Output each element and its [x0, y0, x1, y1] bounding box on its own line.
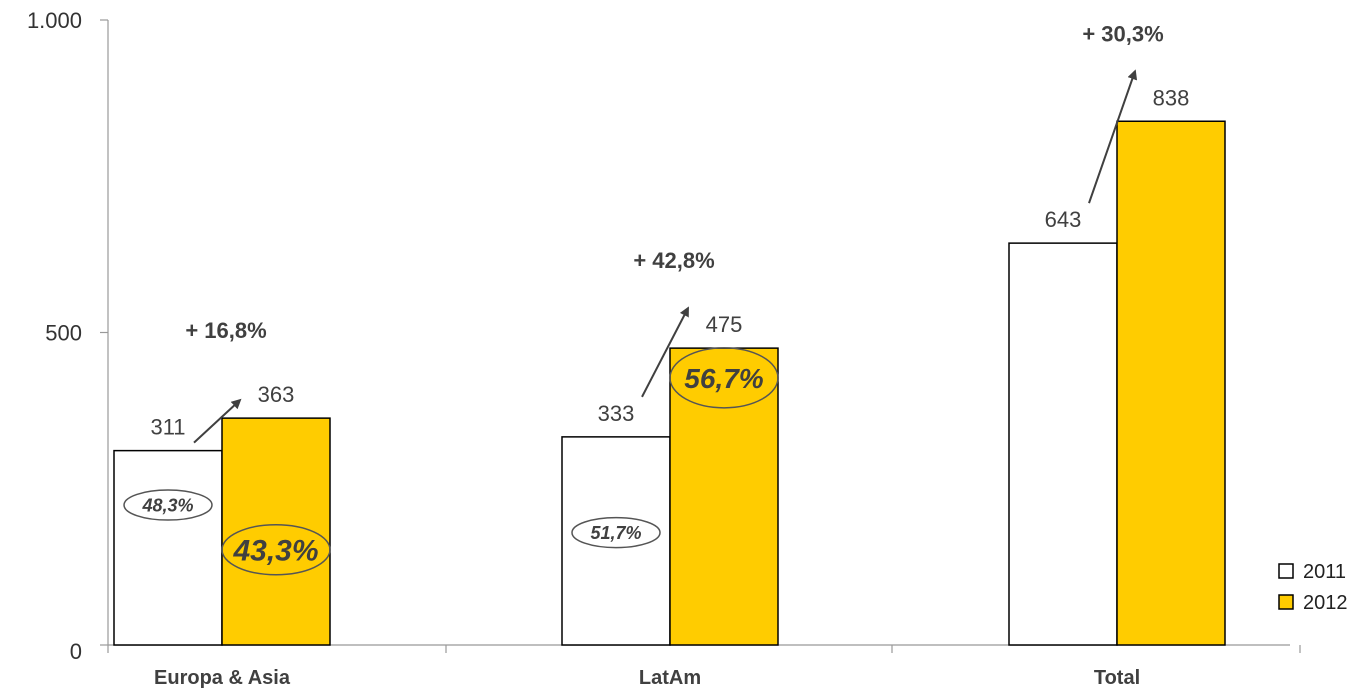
growth-label: + 42,8%: [633, 248, 714, 273]
bar-2011: [113, 449, 223, 646]
legend-swatch: [1278, 563, 1294, 579]
growth-label: + 30,3%: [1082, 21, 1163, 46]
share-label: 43,3%: [232, 535, 318, 568]
bar-2011: [1008, 242, 1118, 646]
share-ellipse: [221, 523, 331, 576]
bar-2012: [1116, 120, 1226, 646]
data-label: 311: [150, 415, 185, 440]
bar-2012: [669, 347, 779, 646]
data-label: 643: [1045, 207, 1082, 232]
y-tick-label: 1.000: [27, 8, 82, 33]
bars: 311 333 643 363 475 838: [113, 85, 1226, 646]
annotations: + 16,8% + 42,8% + 30,3% 48,3% 43,3% 51,7% 56,7…: [123, 21, 1164, 576]
growth-arrow: [1088, 69, 1138, 204]
share-ellipse: [669, 347, 779, 409]
data-label: 838: [1153, 85, 1190, 110]
x-category-label: Total: [1094, 667, 1140, 689]
legend-label: 2011: [1303, 561, 1346, 583]
data-label: 333: [598, 401, 635, 426]
share-ellipse: [123, 489, 213, 521]
x-category-label: LatAm: [639, 667, 701, 689]
data-label: 475: [706, 312, 743, 337]
y-tick-label: 0: [70, 639, 82, 664]
data-label: 363: [258, 382, 295, 407]
share-label: 56,7%: [684, 363, 763, 394]
share-ellipse: [571, 516, 661, 549]
share-label: 48,3%: [141, 496, 193, 516]
legend-label: 2012: [1303, 592, 1348, 614]
legend-swatch: [1278, 594, 1294, 610]
growth-label: + 16,8%: [185, 318, 266, 343]
x-category-label: Europa & Asia: [154, 667, 291, 689]
y-tick-label: 500: [45, 321, 82, 346]
legend: 2011 2012: [1278, 561, 1348, 614]
growth-arrow: [641, 306, 689, 398]
share-label: 51,7%: [590, 523, 641, 543]
growth-arrow: [193, 398, 242, 444]
